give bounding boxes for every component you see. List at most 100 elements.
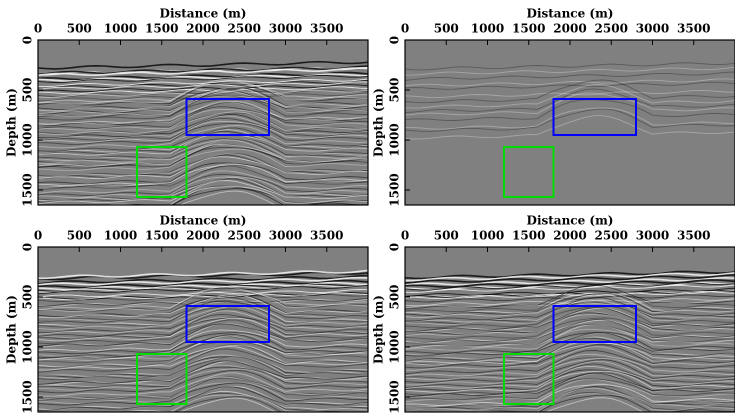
reflector [173, 396, 350, 412]
reflector [405, 385, 735, 409]
reflector [405, 107, 735, 130]
reflector [38, 289, 368, 312]
reflector [38, 344, 368, 369]
reflector [179, 397, 277, 412]
x-tick-label: 2000 [553, 22, 586, 36]
reflector [171, 188, 368, 205]
y-tick-label: 500 [388, 77, 402, 102]
reflector [38, 314, 368, 337]
reflector [405, 81, 735, 90]
reflector [38, 298, 368, 323]
reflector [38, 67, 368, 77]
reflector [38, 348, 368, 373]
reflector [405, 383, 735, 408]
reflector [38, 92, 368, 102]
reflector [38, 279, 368, 289]
reflector [38, 345, 368, 371]
reflector [405, 276, 735, 286]
reflector [38, 65, 368, 76]
reflector [38, 332, 368, 355]
reflector [38, 101, 368, 127]
reflector [38, 146, 368, 169]
panel: Distance (m) Depth (m) 0 500 1000 1500 2000 250… [372, 7, 735, 207]
reflector [405, 328, 735, 351]
reflector [405, 319, 735, 344]
reflector [38, 122, 368, 145]
x-axis-title: Distance (m) [527, 214, 614, 228]
x-tick-label: 3000 [636, 229, 669, 243]
reflector [405, 281, 735, 291]
reflector [405, 350, 735, 375]
reflector [38, 317, 368, 342]
panel: Distance (m) Depth (m) 0 500 1000 1500 2000 250… [5, 214, 369, 414]
reflector [38, 115, 368, 141]
reflector [405, 284, 735, 310]
reflector [405, 317, 735, 340]
reflector [405, 346, 735, 371]
y-tick-label: 1000 [388, 123, 402, 156]
reflector [405, 89, 735, 99]
reflector [38, 286, 368, 311]
reflector [405, 92, 735, 116]
reflector [38, 271, 368, 281]
x-tick-label: 1500 [512, 229, 545, 243]
reflector [38, 82, 368, 105]
reflector [405, 363, 735, 389]
reflector [405, 332, 735, 357]
reflector [38, 335, 368, 360]
x-axis-title: Distance (m) [160, 214, 247, 228]
reflector [38, 317, 368, 340]
reflector [405, 296, 735, 322]
reflector [38, 117, 368, 142]
reflector [405, 372, 735, 396]
reflector [38, 356, 368, 380]
reflector [38, 294, 368, 319]
panel: Distance (m) Depth (m) 0 500 1000 1500 2000 250… [372, 214, 735, 414]
y-axis-title: Depth (m) [5, 88, 19, 157]
reflector [405, 292, 735, 316]
y-tick-label: 1500 [388, 173, 402, 206]
y-axis-title: Depth (m) [372, 88, 386, 157]
reflector [38, 106, 368, 130]
seismic-image [405, 40, 735, 205]
reflector [179, 190, 277, 205]
highlight-box [136, 353, 188, 405]
x-tick-label: 3500 [310, 22, 343, 36]
reflector [405, 291, 735, 300]
reflector [38, 344, 368, 368]
reflector [405, 279, 735, 288]
reflector [38, 138, 368, 163]
reflector [405, 282, 735, 291]
y-tick-label: 1500 [388, 380, 402, 413]
reflector [38, 120, 368, 143]
reflector [38, 333, 368, 357]
reflector [38, 319, 368, 344]
reflector [405, 344, 735, 369]
y-tick-label: 1000 [21, 123, 35, 156]
reflector [38, 310, 368, 335]
reflector [405, 314, 735, 336]
reflector [405, 323, 735, 348]
reflector [405, 378, 735, 401]
reflector [38, 97, 368, 121]
reflector [405, 342, 735, 366]
y-tick-label: 1000 [21, 330, 35, 363]
reflector [405, 270, 735, 280]
reflector [38, 329, 368, 352]
reflectors [405, 62, 735, 140]
reflector [405, 370, 735, 393]
reflector [38, 162, 368, 185]
reflector [38, 322, 368, 348]
reflector [38, 163, 368, 188]
reflector [38, 108, 368, 131]
reflector [38, 369, 368, 394]
reflector [405, 66, 735, 76]
reflector [38, 90, 368, 115]
reflector [38, 74, 368, 83]
reflector [38, 364, 368, 388]
reflector [38, 144, 368, 167]
reflector [38, 176, 368, 199]
reflector [405, 62, 735, 71]
reflector [38, 164, 368, 189]
reflector [38, 269, 368, 280]
